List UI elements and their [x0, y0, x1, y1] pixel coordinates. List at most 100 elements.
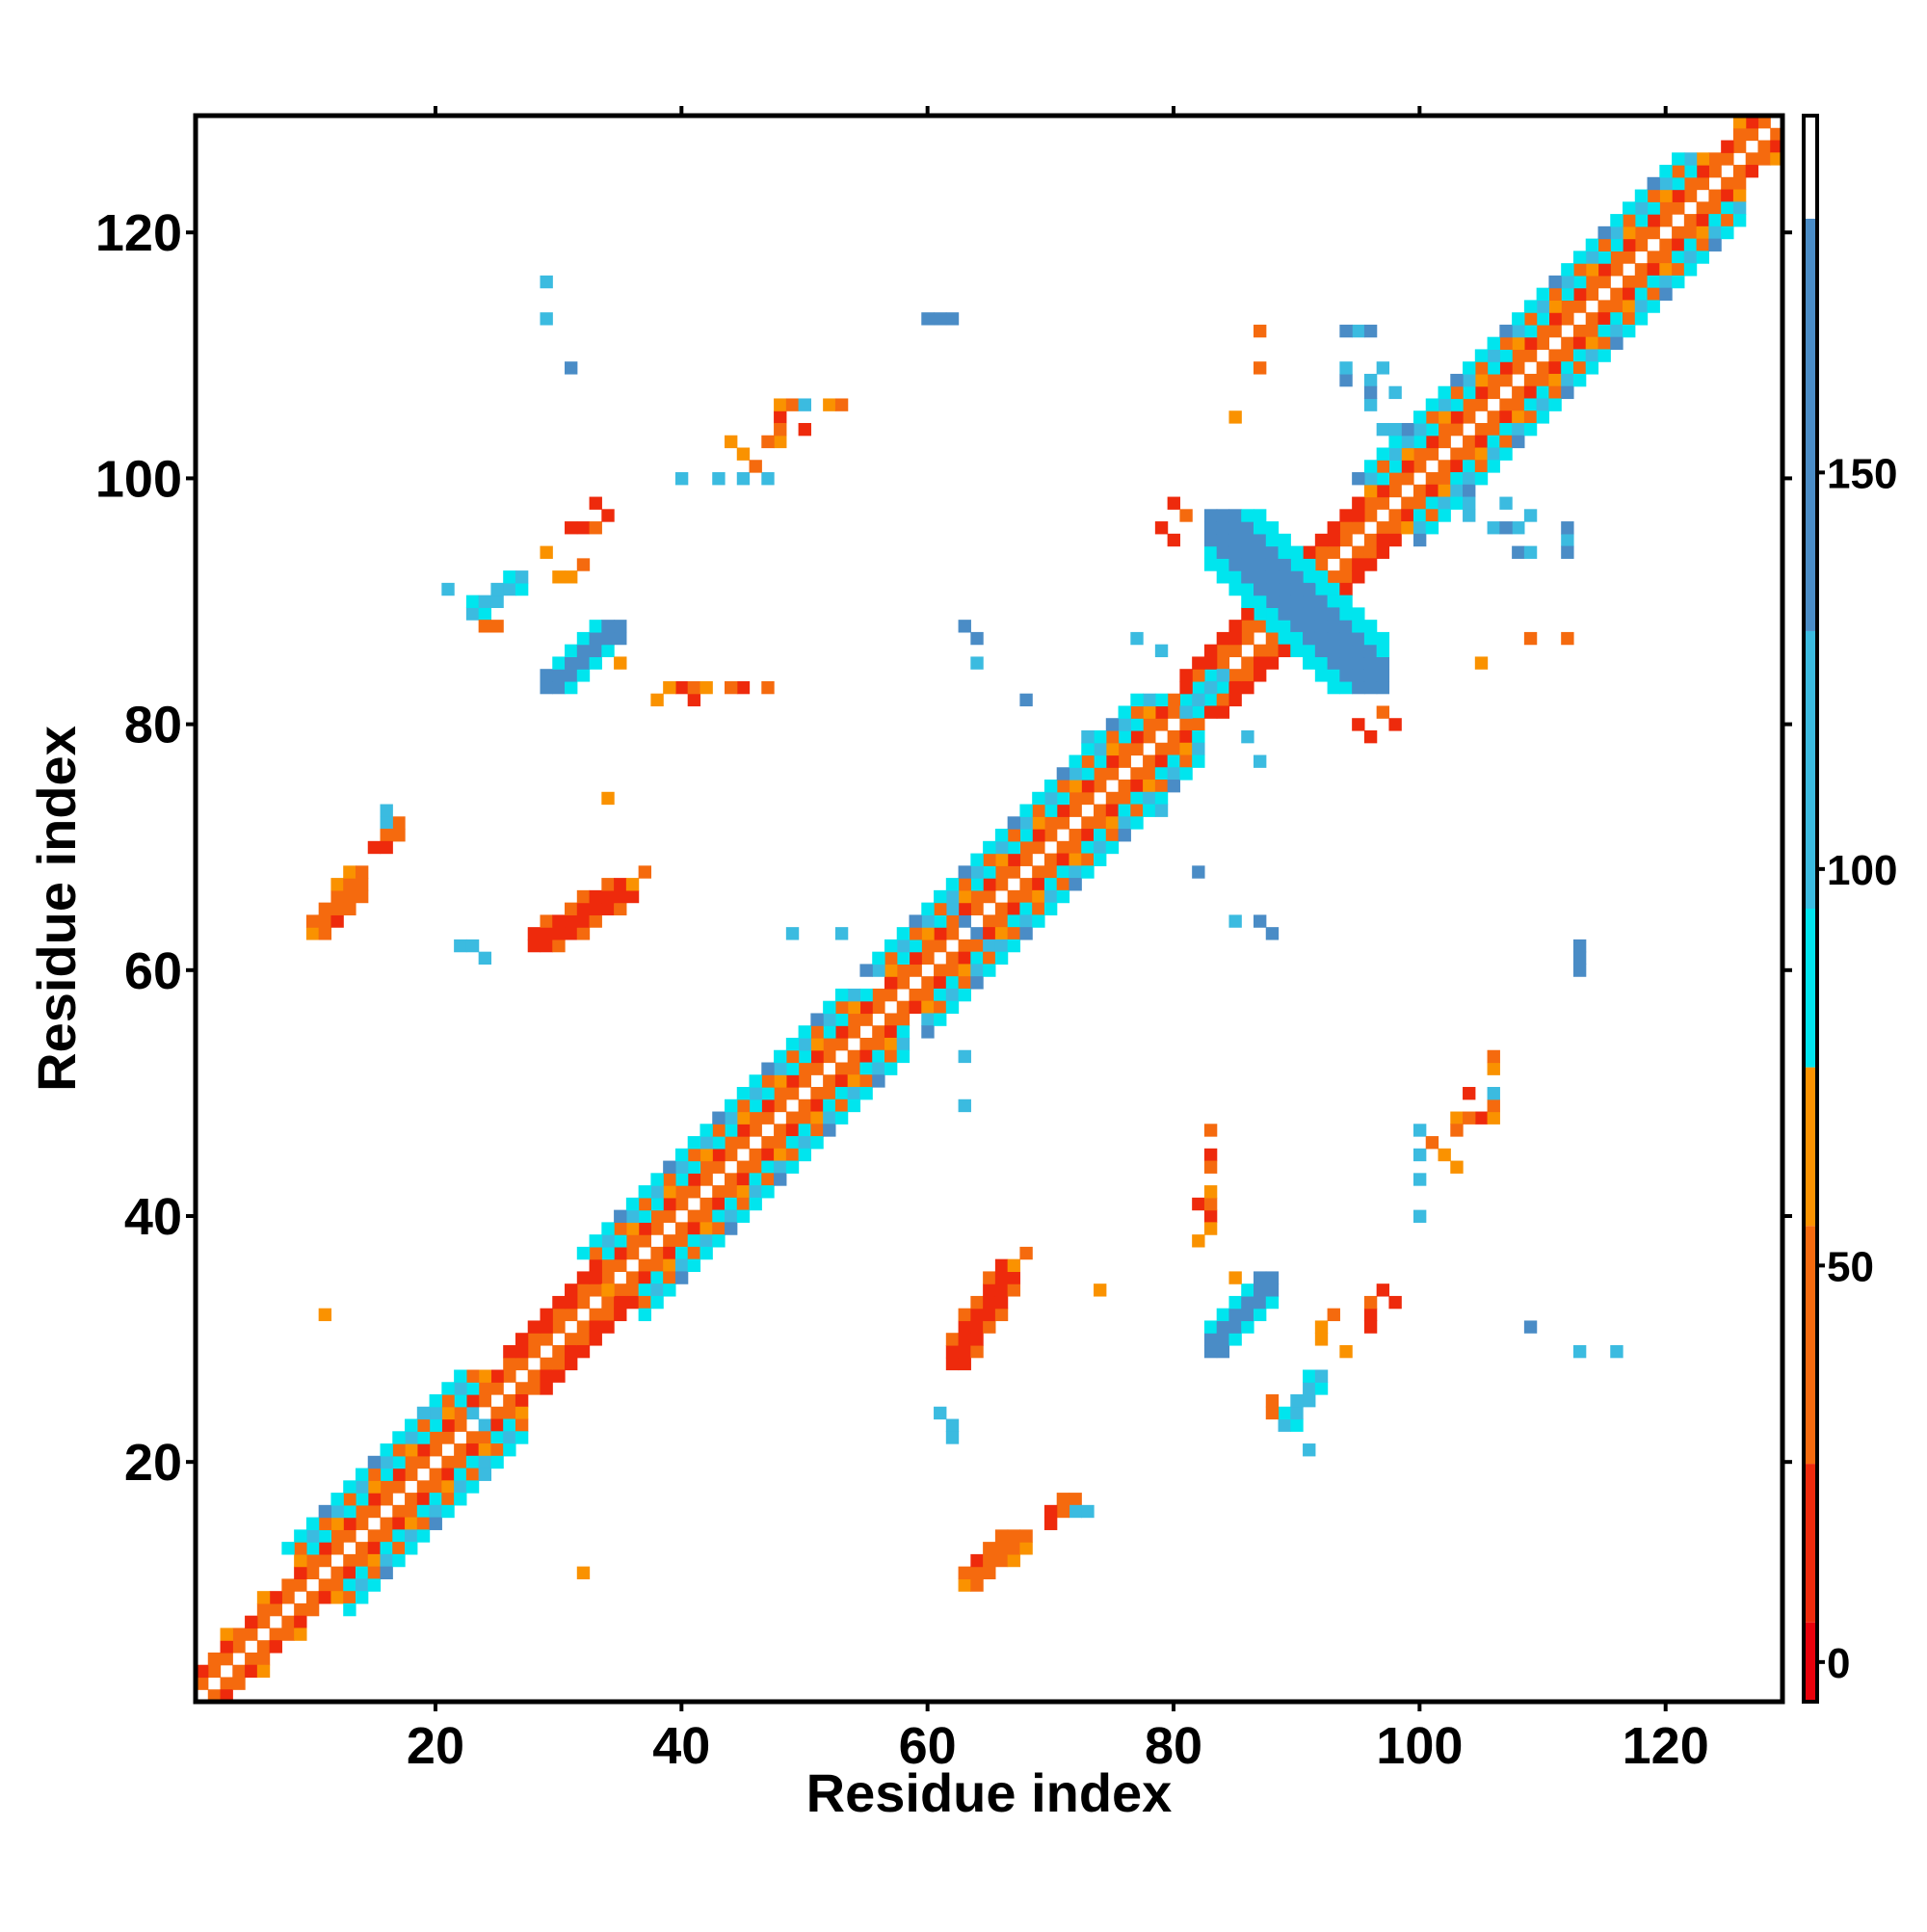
- contact-cell: [761, 1148, 775, 1162]
- contact-cell: [921, 939, 935, 953]
- contact-cell: [1610, 300, 1623, 313]
- contact-cell: [1303, 582, 1316, 596]
- contact-cell: [958, 1308, 971, 1322]
- contact-cell: [1623, 287, 1636, 301]
- contact-cell: [1376, 631, 1390, 646]
- contact-cell: [294, 1615, 307, 1629]
- contact-cell: [1388, 385, 1402, 400]
- contact-cell: [834, 398, 849, 411]
- contact-cell: [392, 1504, 406, 1519]
- contact-cell: [565, 1308, 578, 1322]
- contact-cell: [1572, 951, 1587, 966]
- contact-cell: [1019, 1542, 1033, 1555]
- contact-cell: [725, 1124, 738, 1137]
- contact-cell: [638, 1185, 651, 1199]
- contact-cell: [429, 1406, 442, 1420]
- contact-cell: [1412, 1209, 1427, 1223]
- contact-cell: [834, 1000, 849, 1015]
- contact-cell: [934, 939, 947, 953]
- contact-cell: [798, 398, 811, 411]
- contact-cell: [1412, 509, 1427, 522]
- contact-cell: [1167, 754, 1180, 768]
- contact-cell: [1474, 1111, 1489, 1125]
- contact-cell: [1081, 816, 1095, 830]
- contact-cell: [1610, 312, 1623, 326]
- contact-cell: [318, 902, 332, 915]
- contact-cell: [540, 275, 553, 289]
- contact-cell: [785, 1160, 800, 1174]
- contact-cell: [1463, 398, 1476, 411]
- contact-cell: [1081, 754, 1095, 768]
- contact-cell: [503, 1418, 516, 1432]
- contact-cell: [465, 1468, 480, 1481]
- contact-cell: [945, 964, 960, 977]
- contact-cell: [823, 1037, 836, 1051]
- contact-cell: [454, 1369, 467, 1383]
- contact-cell: [1105, 767, 1120, 781]
- contact-cell: [1683, 176, 1698, 191]
- contact-cell: [1327, 644, 1340, 658]
- contact-cell: [490, 1443, 504, 1457]
- contact-cell: [1056, 889, 1070, 904]
- contact-cell: [725, 1209, 738, 1223]
- contact-cell: [958, 865, 971, 879]
- contact-cell: [1290, 582, 1304, 596]
- contact-cell: [1265, 1295, 1280, 1310]
- contact-cell: [834, 1074, 849, 1088]
- contact-cell: [1192, 1234, 1205, 1248]
- contact-cell: [1019, 914, 1033, 928]
- contact-cell: [1192, 669, 1205, 682]
- contact-cell: [625, 1295, 640, 1310]
- contact-cell: [1487, 1049, 1500, 1064]
- contact-cell: [1561, 373, 1574, 387]
- contact-cell: [1007, 914, 1021, 928]
- contact-cell: [1254, 521, 1267, 535]
- contact-cell: [1043, 865, 1058, 879]
- contact-cell: [1094, 816, 1107, 830]
- contact-cell: [1363, 669, 1378, 682]
- contact-cell: [1487, 410, 1500, 424]
- contact-cell: [1474, 472, 1489, 486]
- contact-cell: [392, 1553, 406, 1568]
- contact-cell: [712, 1111, 726, 1125]
- contact-cell: [1216, 533, 1230, 547]
- contact-cell: [785, 1049, 800, 1064]
- contact-cell: [416, 1504, 431, 1519]
- contact-cell: [1745, 165, 1759, 178]
- contact-cell: [1069, 1493, 1082, 1506]
- contact-cell: [1548, 361, 1562, 375]
- contact-cell: [1585, 336, 1599, 351]
- contact-cell: [576, 1284, 591, 1297]
- y-axis-label: Residue index: [26, 726, 87, 1092]
- contact-cell: [1254, 595, 1267, 608]
- contact-cell: [1523, 410, 1538, 424]
- contact-cell: [589, 1320, 602, 1334]
- contact-cell: [1672, 263, 1685, 277]
- contact-cell: [380, 1566, 393, 1579]
- contact-cell: [1474, 447, 1489, 461]
- contact-cell: [465, 1382, 480, 1395]
- contact-cell: [970, 656, 984, 670]
- contact-cell: [380, 1480, 393, 1494]
- contact-cell: [565, 1344, 578, 1359]
- contact-cell: [674, 1185, 689, 1199]
- contact-cell: [380, 1542, 393, 1555]
- contact-cell: [958, 1357, 971, 1371]
- contact-cell: [823, 1049, 836, 1064]
- contact-cell: [994, 1308, 1009, 1322]
- contact-cell: [1081, 829, 1095, 842]
- contact-cell: [921, 902, 935, 915]
- contact-cell: [220, 1689, 233, 1703]
- contact-cell: [983, 865, 996, 879]
- x-tick-label: 120: [1623, 1717, 1709, 1775]
- contact-cell: [256, 1615, 271, 1629]
- contact-cell: [1241, 521, 1254, 535]
- contact-cell: [736, 1136, 751, 1150]
- contact-cell: [355, 865, 369, 879]
- contact-cell: [1216, 545, 1230, 559]
- contact-cell: [1303, 1394, 1316, 1408]
- contact-cell: [527, 939, 541, 953]
- contact-cell: [1056, 791, 1070, 806]
- contact-cell: [749, 1185, 762, 1199]
- contact-cell: [650, 1185, 664, 1199]
